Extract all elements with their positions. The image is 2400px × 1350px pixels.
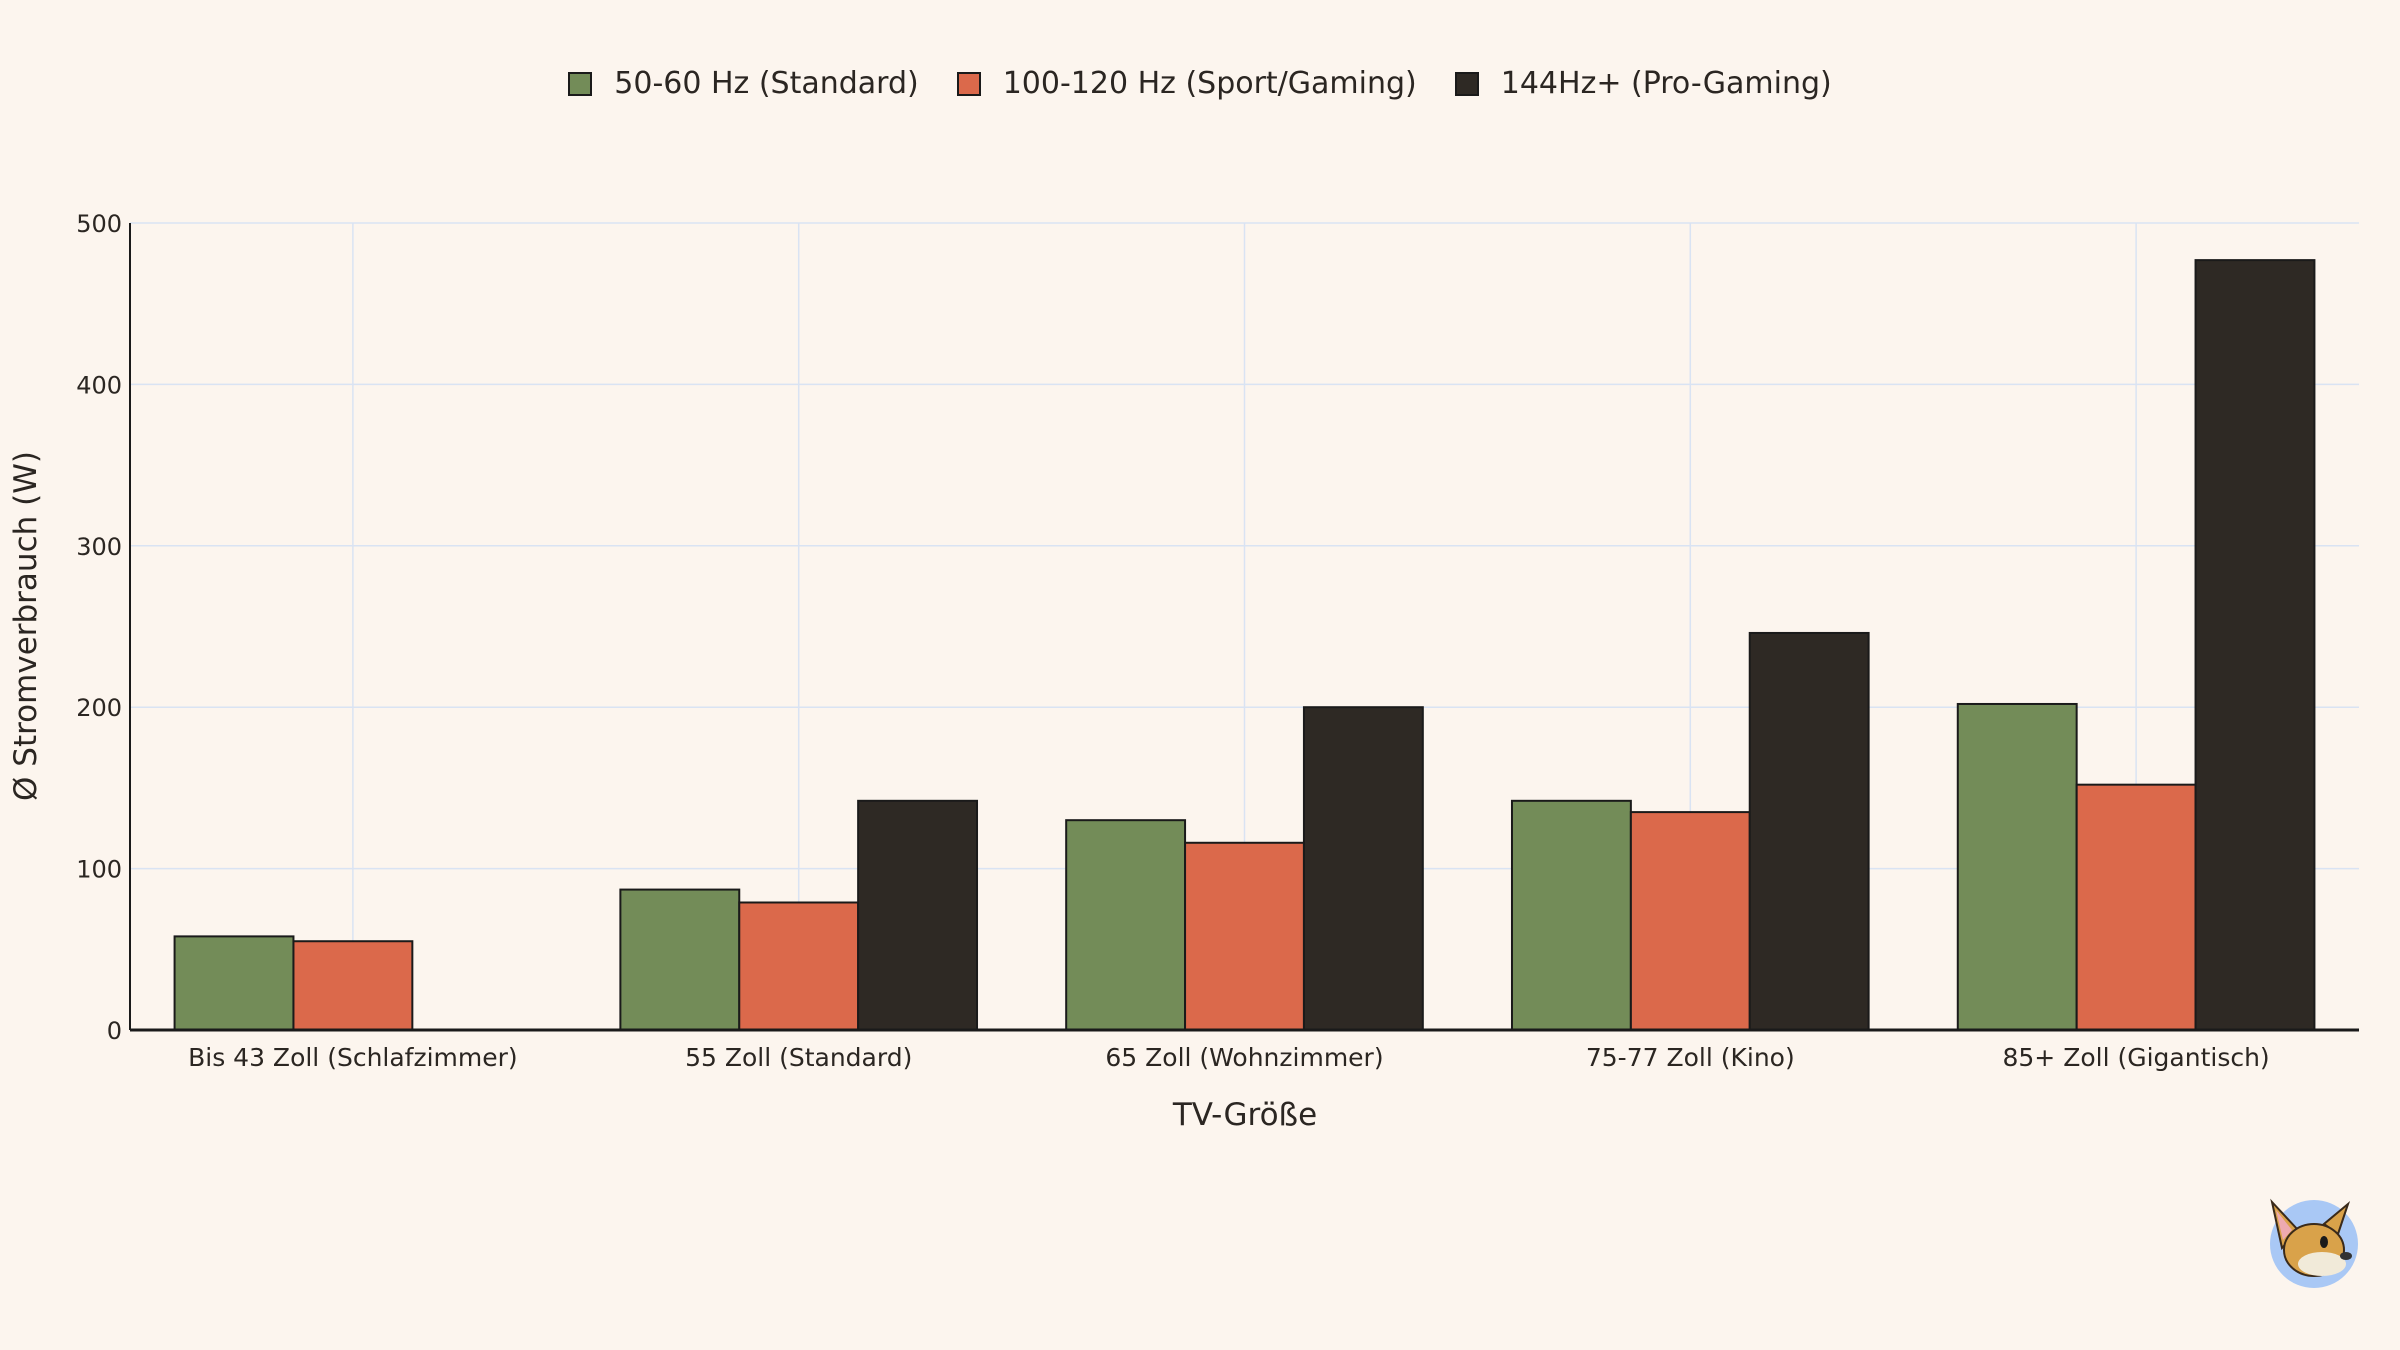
x-tick-label: 85+ Zoll (Gigantisch)	[2003, 1043, 2270, 1072]
legend: 50-60 Hz (Standard) 100-120 Hz (Sport/Ga…	[0, 66, 2400, 101]
legend-label: 100-120 Hz (Sport/Gaming)	[1002, 66, 1417, 101]
bar-3-2	[857, 799, 979, 1032]
bar-3-4	[1748, 631, 1870, 1031]
bar-1-2	[619, 888, 741, 1031]
bar-2-4	[1629, 811, 1751, 1031]
y-tick-label: 300	[76, 533, 122, 561]
bars	[173, 259, 2316, 1032]
legend-label: 50-60 Hz (Standard)	[614, 66, 919, 101]
y-tick-label: 0	[107, 1017, 122, 1045]
bar-3-3	[1302, 706, 1424, 1031]
fox-mascot-logo	[2258, 1190, 2364, 1290]
y-tick-label: 400	[76, 371, 122, 399]
bar-2-3	[1184, 841, 1305, 1031]
bar-1-3	[1065, 819, 1187, 1031]
legend-swatch-black	[1454, 71, 1479, 96]
y-tick-label: 200	[76, 694, 122, 722]
x-axis-title: TV-Größe	[1172, 1097, 1317, 1133]
y-axis-title: Ø Stromverbrauch (W)	[8, 451, 44, 801]
axes: 0 100 200 300 400 500 Bis 43 Zoll (Schlafzimme…	[76, 210, 2359, 1072]
bar-1-4	[1510, 799, 1632, 1032]
y-tick-label: 500	[76, 210, 122, 238]
bar-2-2	[738, 901, 860, 1032]
legend-label: 144Hz+ (Pro-Gaming)	[1500, 66, 1832, 101]
legend-swatch-green	[568, 71, 593, 96]
bar-1-5	[1956, 702, 2078, 1031]
legend-item-sport[interactable]: 100-120 Hz (Sport/Gaming)	[956, 66, 1417, 101]
x-tick-label: Bis 43 Zoll (Schlafzimmer)	[188, 1043, 518, 1072]
bar-3-5	[2194, 259, 2316, 1031]
legend-swatch-orange	[956, 71, 981, 96]
x-tick-label: 75-77 Zoll (Kino)	[1586, 1043, 1795, 1072]
x-tick-label: 55 Zoll (Standard)	[685, 1043, 912, 1072]
legend-item-standard[interactable]: 50-60 Hz (Standard)	[568, 66, 919, 101]
y-tick-label: 100	[76, 856, 122, 884]
x-tick-label: 65 Zoll (Wohnzimmer)	[1105, 1043, 1383, 1072]
bar-1-1	[173, 935, 295, 1031]
bar-2-1	[292, 940, 414, 1031]
legend-item-pro[interactable]: 144Hz+ (Pro-Gaming)	[1454, 66, 1832, 101]
bar-2-5	[2075, 783, 2197, 1031]
